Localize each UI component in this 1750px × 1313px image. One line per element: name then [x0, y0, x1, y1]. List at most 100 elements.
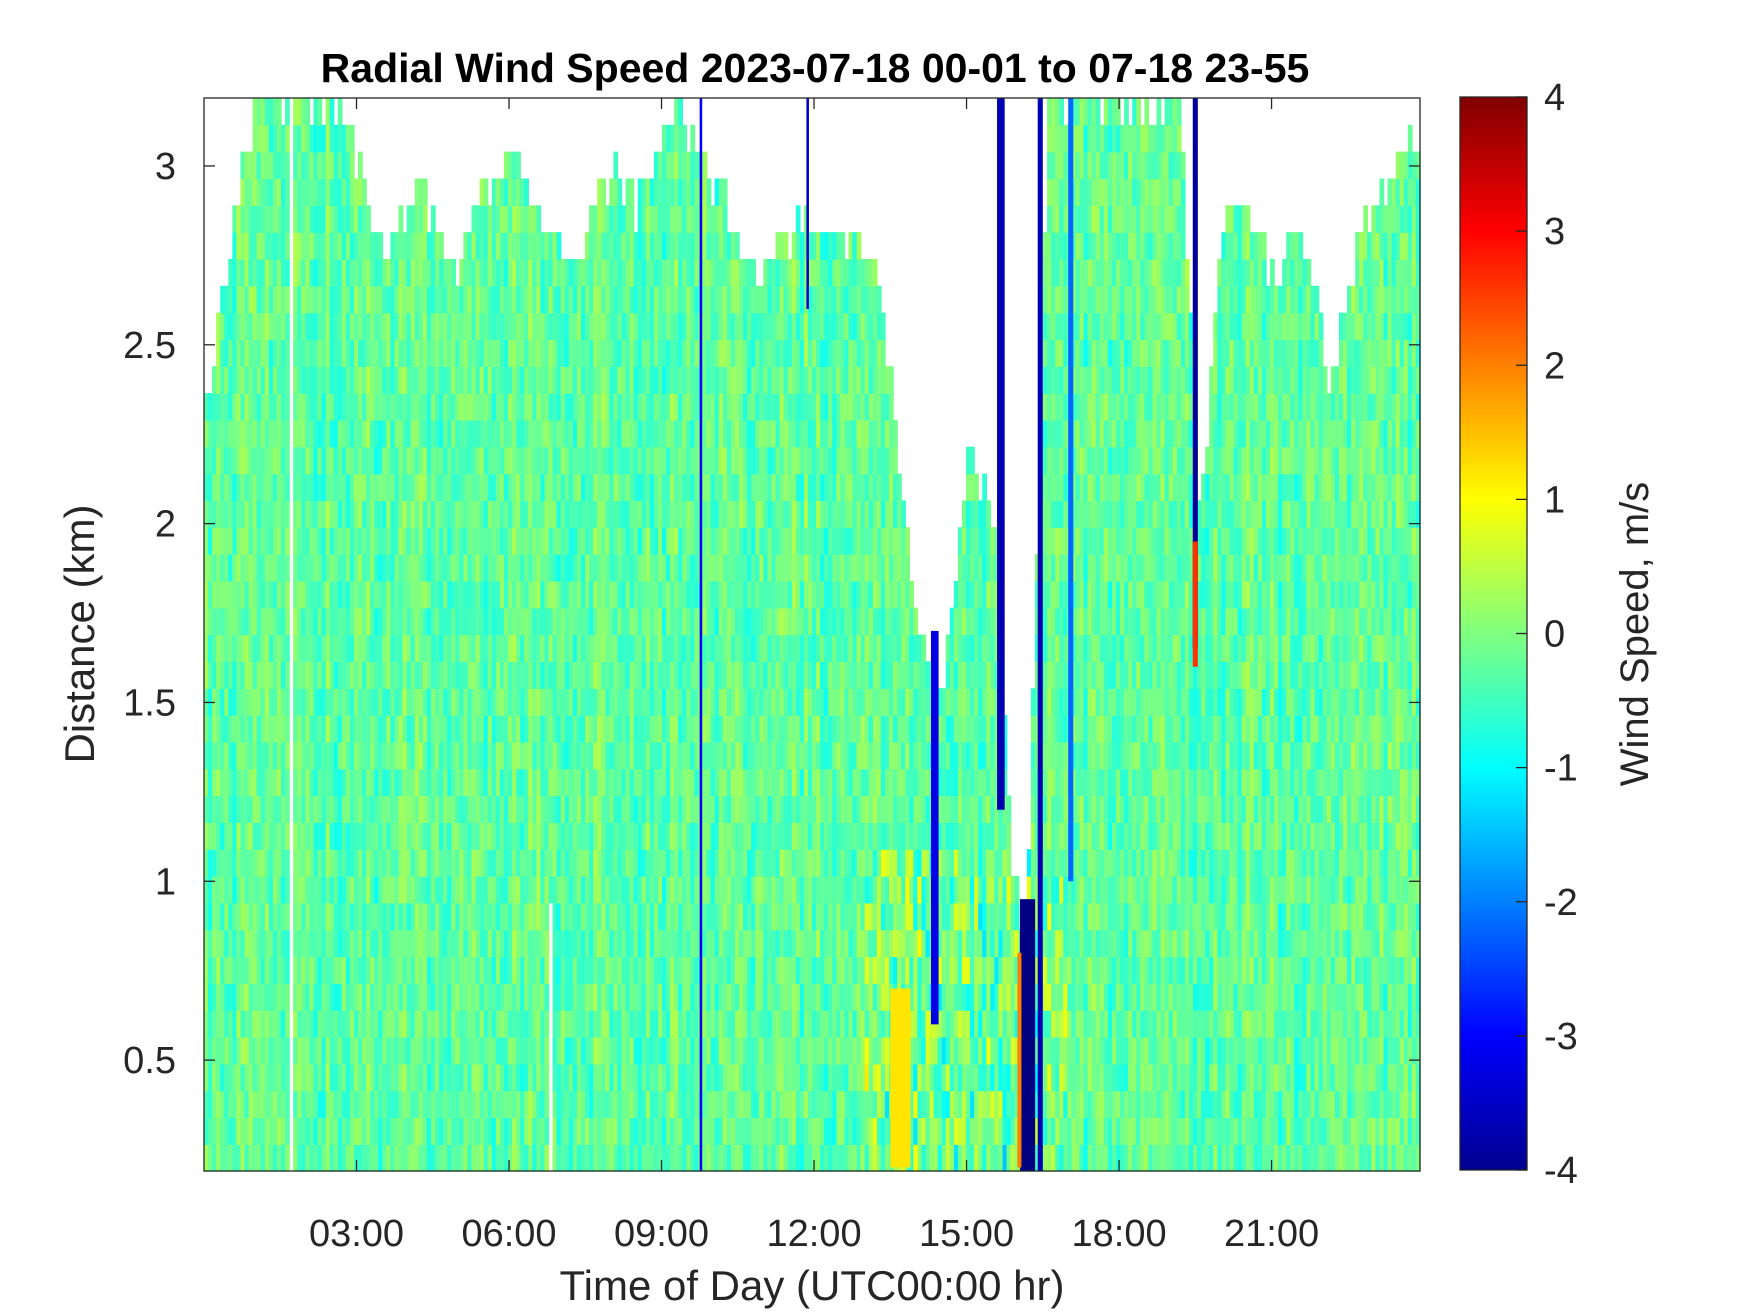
heatmap-cell [540, 688, 546, 716]
heatmap-cell [743, 661, 748, 689]
heatmap-cell [398, 795, 404, 823]
heatmap-cell [447, 875, 452, 904]
heatmap-cell [479, 312, 485, 341]
heatmap-cell [301, 875, 307, 904]
heatmap-cell [564, 339, 570, 367]
heatmap-cell [621, 205, 627, 233]
heatmap-cell [576, 446, 582, 475]
heatmap-cell [589, 661, 594, 689]
heatmap-cell [240, 446, 246, 475]
heatmap-cell [637, 795, 643, 823]
heatmap-cell [629, 688, 635, 716]
heatmap-cell [220, 661, 225, 689]
heatmap-cell [204, 741, 209, 770]
heatmap-cell [370, 688, 375, 716]
heatmap-cell [276, 366, 282, 394]
heatmap-cell [690, 741, 696, 770]
heatmap-cell [358, 446, 363, 475]
heatmap-cell [337, 1144, 343, 1172]
heatmap-cell [617, 795, 623, 823]
heatmap-cell [682, 956, 688, 984]
heatmap-cell [483, 768, 489, 797]
heatmap-cell [718, 956, 724, 984]
heatmap-cell [528, 1036, 534, 1065]
heatmap-cell [512, 205, 517, 233]
heatmap-cell [212, 1144, 217, 1172]
heatmap-cell [248, 285, 254, 314]
heatmap-cell [418, 607, 424, 636]
heatmap-cell [702, 983, 708, 1011]
heatmap-cell [439, 822, 444, 850]
heatmap-cell [362, 822, 367, 850]
heatmap-cell [264, 366, 270, 394]
heatmap-cell [548, 554, 554, 582]
heatmap-cell [597, 527, 602, 555]
heatmap-cell [398, 1144, 404, 1172]
heatmap-cell [228, 1010, 234, 1038]
heatmap-cell [718, 688, 724, 716]
heatmap-cell [601, 634, 606, 663]
heatmap-cell [386, 339, 392, 367]
heatmap-cell [576, 285, 582, 314]
heatmap-cell [629, 232, 635, 260]
heatmap-cell [589, 580, 594, 609]
heatmap-cell [657, 741, 663, 770]
heatmap-cell [666, 849, 671, 877]
heatmap-cell [252, 634, 258, 663]
heatmap-cell [726, 258, 732, 287]
heatmap-cell [236, 419, 242, 448]
heatmap-cell [560, 983, 566, 1011]
heatmap-cell [467, 1144, 473, 1172]
heatmap-cell [317, 607, 323, 636]
heatmap-cell [268, 688, 274, 716]
heatmap-cell [714, 419, 720, 448]
heatmap-cell [329, 1010, 335, 1038]
heatmap-cell [706, 1036, 712, 1065]
heatmap-cell [605, 1117, 611, 1145]
heatmap-cell [430, 419, 436, 448]
heatmap-cell [739, 312, 744, 341]
heatmap-cell [512, 1063, 517, 1092]
heatmap-cell [759, 607, 765, 636]
heatmap-cell [236, 875, 242, 904]
heatmap-cell [256, 580, 262, 609]
heatmap-cell [244, 714, 250, 743]
heatmap-cell [674, 285, 679, 314]
heatmap-cell [682, 205, 688, 233]
heatmap-cell [358, 205, 363, 233]
heatmap-cell [268, 661, 274, 689]
heatmap-cell [353, 634, 359, 663]
heatmap-cell [759, 580, 765, 609]
heatmap-cell [512, 1010, 517, 1038]
heatmap-cell [730, 902, 736, 931]
heatmap-cell [585, 902, 590, 931]
heatmap-cell [609, 1117, 615, 1145]
heatmap-cell [447, 1144, 452, 1172]
heatmap-cell [645, 902, 651, 931]
heatmap-cell [613, 285, 619, 314]
heatmap-cell [459, 258, 465, 287]
heatmap-cell [228, 956, 234, 984]
heatmap-cell [463, 232, 469, 260]
heatmap-cell [666, 473, 671, 502]
heatmap-cell [686, 795, 692, 823]
heatmap-cell [576, 956, 582, 984]
heatmap-cell [337, 741, 343, 770]
heatmap-cell [499, 554, 505, 582]
heatmap-cell [641, 258, 647, 287]
heatmap-cell [451, 527, 456, 555]
heatmap-cell [345, 714, 351, 743]
heatmap-cell [406, 795, 412, 823]
heatmap-cell [248, 795, 254, 823]
heatmap-cell [649, 661, 655, 689]
heatmap-cell [325, 205, 331, 233]
heatmap-cell [471, 393, 477, 421]
heatmap-cell [483, 419, 489, 448]
heatmap-cell [670, 768, 675, 797]
heatmap-cell [633, 1117, 639, 1145]
heatmap-cell [451, 419, 456, 448]
heatmap-cell [426, 875, 432, 904]
heatmap-cell [544, 714, 550, 743]
heatmap-cell [406, 902, 412, 931]
heatmap-cell [601, 580, 606, 609]
